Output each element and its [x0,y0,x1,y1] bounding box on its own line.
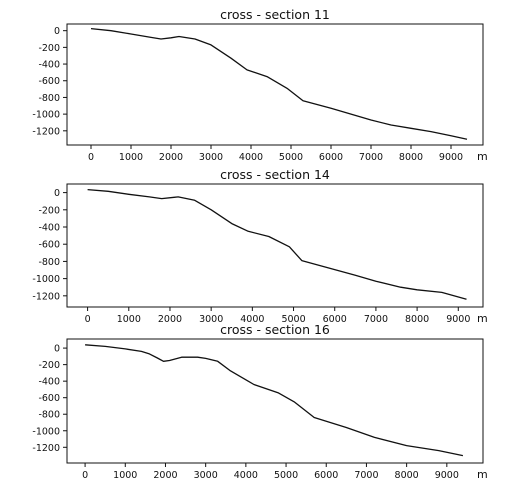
chart-panel-2: cross - section 14 0 1000 2000 3000 4000 5000 6… [32,167,487,325]
chart-title: cross - section 11 [220,7,330,22]
x-tick-label: 4000 [234,470,258,481]
y-tick-label: -1000 [32,274,60,285]
y-tick-label: -1000 [32,110,60,121]
x-tick-label: 0 [82,470,88,481]
x-tick-label: 0 [85,314,91,325]
series-line [85,344,464,457]
x-tick-label: 9000 [439,152,463,163]
x-tick-label: 8000 [405,314,429,325]
y-tick-label: -400 [38,223,60,234]
y-tick-label: -1200 [32,126,60,137]
y-tick-label: -400 [38,60,60,71]
series-line [90,27,468,140]
x-tick-label: 5000 [279,152,303,163]
plot-frame [66,23,484,146]
y-tick-label: -600 [38,393,60,404]
x-tick-label: 1000 [117,314,141,325]
chart-title: cross - section 16 [220,322,330,337]
x-tick-label: 6000 [323,314,347,325]
plot-frame [66,338,484,464]
y-tick-label: -400 [38,377,60,388]
y-tick-label: 0 [54,26,60,37]
x-tick-label: 8000 [395,470,419,481]
y-tick-label: -800 [38,257,60,268]
x-tick-label: 6000 [319,152,343,163]
x-tick-label: 3000 [194,470,218,481]
x-tick-label: 3000 [199,152,223,163]
x-unit-label: m [477,150,488,163]
y-tick-label: -800 [38,410,60,421]
y-tick-label: -200 [38,43,60,54]
x-tick-label: 4000 [240,314,264,325]
x-tick-label: 2000 [158,314,182,325]
chart-panel-1: cross - section 11 0 1000 2000 3000 4000 5000 6… [32,7,487,163]
y-tick-label: -800 [38,93,60,104]
y-tick-label: -200 [38,205,60,216]
x-tick-label: 6000 [314,470,338,481]
y-tick-label: -600 [38,76,60,87]
x-tick-label: 8000 [399,152,423,163]
x-tick-label: 4000 [239,152,263,163]
x-tick-label: 5000 [274,470,298,481]
x-tick-label: 1000 [113,470,137,481]
chart-title: cross - section 14 [220,167,330,182]
x-tick-label: 3000 [199,314,223,325]
series-line [87,188,467,300]
x-tick-label: 0 [88,152,94,163]
y-tick-label: -1000 [32,426,60,437]
y-tick-label: 0 [54,344,60,355]
y-tick-label: -600 [38,240,60,251]
x-unit-label: m [477,468,488,481]
x-tick-label: 1000 [119,152,143,163]
plot-frame [66,183,484,308]
x-tick-label: 2000 [159,152,183,163]
x-tick-label: 5000 [281,314,305,325]
y-tick-label: -200 [38,360,60,371]
x-tick-label: 7000 [354,470,378,481]
x-tick-label: 7000 [364,314,388,325]
y-tick-label: -1200 [32,443,60,454]
x-tick-label: 9000 [446,314,470,325]
y-tick-label: 0 [54,188,60,199]
x-tick-label: 7000 [359,152,383,163]
chart-panel-3: cross - section 16 0 1000 2000 3000 4000 5000 6… [32,322,487,481]
x-unit-label: m [477,312,488,325]
x-tick-label: 2000 [153,470,177,481]
x-tick-label: 9000 [435,470,459,481]
y-tick-label: -1200 [32,291,60,302]
